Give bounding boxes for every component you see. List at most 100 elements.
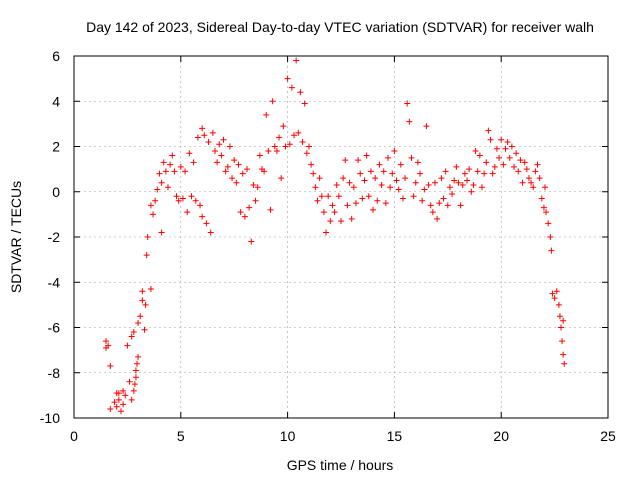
- data-point: [466, 166, 473, 173]
- data-point: [331, 209, 338, 216]
- data-point: [536, 175, 543, 182]
- data-point: [171, 168, 178, 175]
- x-tick-label: 25: [600, 428, 616, 444]
- data-point: [459, 181, 466, 188]
- data-point: [248, 238, 255, 245]
- data-point: [235, 161, 242, 168]
- data-point: [179, 195, 186, 202]
- data-point: [350, 184, 357, 191]
- data-point: [288, 84, 295, 91]
- data-point: [310, 170, 317, 177]
- data-point: [449, 191, 456, 198]
- data-point: [276, 134, 283, 141]
- data-point: [335, 193, 342, 200]
- data-point: [190, 159, 197, 166]
- data-point: [130, 329, 137, 336]
- data-point: [224, 163, 231, 170]
- data-point: [263, 111, 270, 118]
- y-tick-label: 2: [52, 139, 60, 155]
- data-point: [160, 159, 167, 166]
- data-point: [453, 163, 460, 170]
- data-point: [182, 168, 189, 175]
- data-point: [299, 138, 306, 145]
- data-point: [553, 288, 560, 295]
- data-point: [105, 342, 112, 349]
- data-point: [378, 181, 385, 188]
- data-point: [528, 179, 535, 186]
- data-point: [246, 204, 253, 211]
- data-point: [434, 215, 441, 222]
- data-point: [425, 181, 432, 188]
- data-point: [440, 195, 447, 202]
- data-point: [128, 333, 135, 340]
- data-point: [318, 193, 325, 200]
- data-point: [352, 200, 359, 207]
- data-point: [280, 123, 287, 130]
- data-point: [308, 161, 315, 168]
- data-point: [143, 252, 150, 259]
- data-point: [139, 288, 146, 295]
- data-point: [436, 200, 443, 207]
- data-points: [103, 57, 568, 415]
- data-point: [558, 324, 565, 331]
- data-point: [218, 152, 225, 159]
- data-point: [538, 195, 545, 202]
- y-axis-label: SDTVAR / TECUs: [8, 181, 24, 293]
- y-tick-label: 4: [52, 93, 60, 109]
- data-point: [502, 145, 509, 152]
- data-point: [107, 362, 114, 369]
- data-point: [391, 148, 398, 155]
- data-point: [500, 161, 507, 168]
- data-point: [303, 150, 310, 157]
- data-point: [261, 168, 268, 175]
- y-tick-label: -2: [48, 229, 61, 245]
- data-point: [271, 143, 278, 150]
- data-point: [513, 150, 520, 157]
- data-point: [444, 202, 451, 209]
- data-point: [399, 195, 406, 202]
- data-point: [162, 168, 169, 175]
- y-tick-label: 6: [52, 48, 60, 64]
- x-tick-label: 20: [493, 428, 509, 444]
- data-point: [560, 351, 567, 358]
- data-point: [457, 202, 464, 209]
- data-point: [207, 229, 214, 236]
- data-point: [468, 188, 475, 195]
- data-point: [442, 168, 449, 175]
- y-tick-label: 0: [52, 184, 60, 200]
- data-point: [278, 175, 285, 182]
- data-point: [128, 396, 135, 403]
- data-point: [134, 360, 141, 367]
- data-point: [141, 326, 148, 333]
- chart-title: Day 142 of 2023, Sidereal Day-to-day VTE…: [86, 19, 594, 35]
- data-point: [461, 170, 468, 177]
- data-point: [120, 401, 127, 408]
- data-point: [472, 148, 479, 155]
- data-point: [142, 301, 149, 308]
- data-point: [286, 141, 293, 148]
- data-point: [555, 301, 562, 308]
- data-point: [329, 202, 336, 209]
- data-point: [363, 152, 370, 159]
- data-point: [551, 295, 558, 302]
- data-point: [265, 148, 272, 155]
- data-point: [545, 220, 552, 227]
- data-point: [111, 399, 118, 406]
- data-point: [478, 184, 485, 191]
- data-point: [147, 286, 154, 293]
- data-point: [487, 136, 494, 143]
- data-point: [323, 229, 330, 236]
- data-point: [534, 161, 541, 168]
- data-point: [556, 313, 563, 320]
- data-point: [451, 177, 458, 184]
- data-point: [515, 168, 522, 175]
- data-point: [367, 168, 374, 175]
- data-point: [158, 229, 165, 236]
- data-point: [316, 175, 323, 182]
- data-point: [175, 197, 182, 204]
- data-point: [269, 98, 276, 105]
- data-point: [340, 175, 347, 182]
- data-point: [169, 152, 176, 159]
- data-point: [273, 148, 280, 155]
- data-point: [199, 125, 206, 132]
